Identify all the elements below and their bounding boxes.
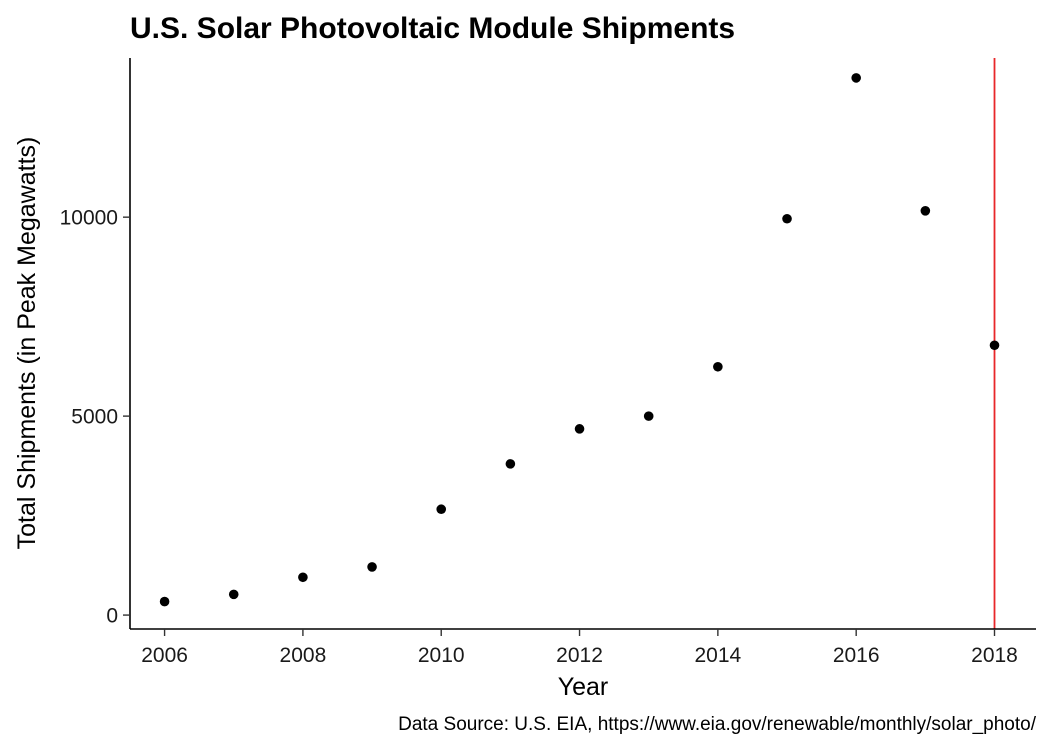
plot-panel bbox=[159, 58, 1000, 629]
data-point-2011 bbox=[505, 459, 516, 469]
data-point-2012 bbox=[574, 424, 585, 434]
x-tick-label-2006: 2006 bbox=[141, 644, 188, 667]
data-point-2009 bbox=[367, 562, 377, 572]
data-point-2010 bbox=[436, 504, 447, 515]
x-axis-title: Year bbox=[558, 673, 609, 701]
y-tick-label-0: 0 bbox=[106, 605, 118, 628]
chart-title: U.S. Solar Photovoltaic Module Shipments bbox=[130, 12, 735, 45]
y-tick-label-10000: 10000 bbox=[60, 207, 118, 230]
y-tick-label-5000: 5000 bbox=[71, 406, 118, 429]
data-point-2013 bbox=[643, 411, 654, 421]
data-point-2006 bbox=[159, 596, 170, 607]
data-point-2015 bbox=[782, 213, 792, 224]
x-tick-label-2012: 2012 bbox=[556, 644, 603, 667]
y-axis-title: Total Shipments (in Peak Megawatts) bbox=[13, 137, 41, 550]
data-point-2017 bbox=[920, 205, 931, 216]
data-point-2018 bbox=[989, 340, 1000, 351]
data-source-caption: Data Source: U.S. EIA, https://www.eia.g… bbox=[398, 714, 1037, 735]
data-point-2014 bbox=[713, 361, 723, 372]
x-tick-label-2016: 2016 bbox=[833, 644, 880, 667]
data-point-2007 bbox=[228, 589, 239, 600]
x-tick-label-2008: 2008 bbox=[280, 644, 327, 667]
data-point-2016 bbox=[851, 73, 861, 83]
x-axis-ticks: 2006 2008 2010 2012 2014 2016 2018 bbox=[141, 629, 1018, 667]
data-point-2008 bbox=[298, 572, 308, 583]
x-tick-label-2010: 2010 bbox=[418, 644, 465, 667]
x-tick-label-2018: 2018 bbox=[971, 644, 1018, 667]
y-axis-ticks: 0 5000 10000 bbox=[60, 207, 130, 628]
x-tick-label-2014: 2014 bbox=[695, 644, 742, 667]
